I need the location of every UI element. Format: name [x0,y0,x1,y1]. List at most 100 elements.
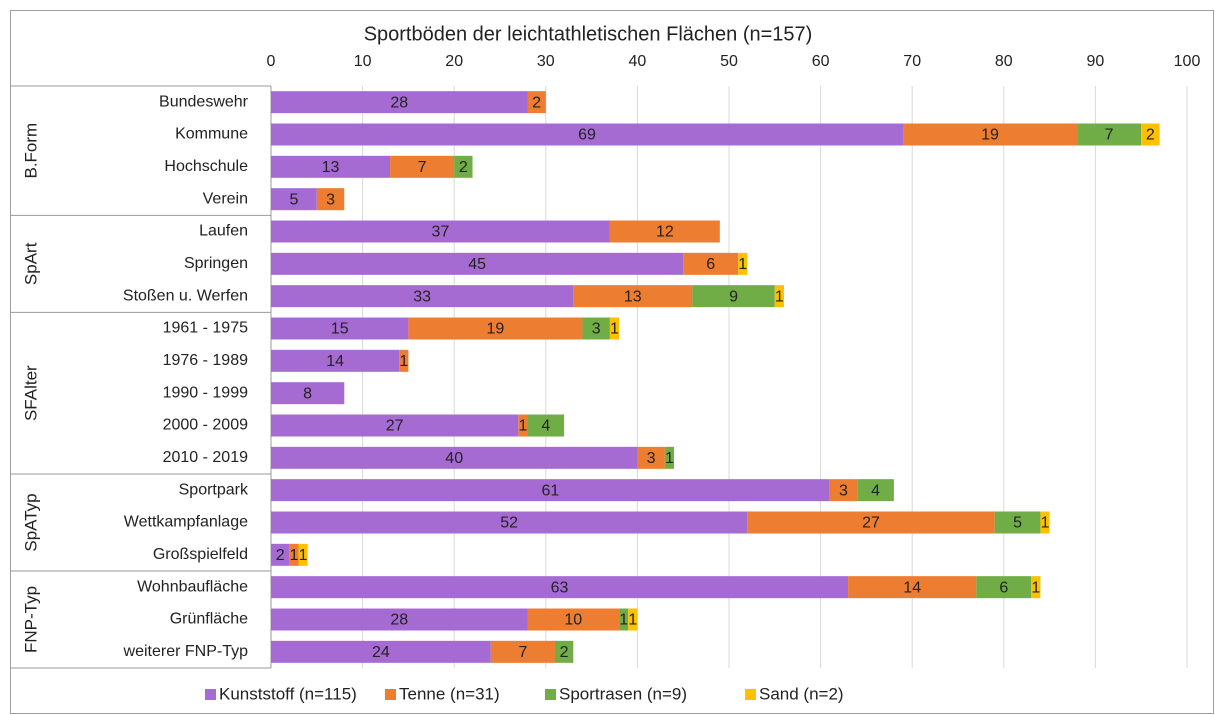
bar-segment [271,123,904,146]
data-label: 1 [1031,579,1040,596]
bar-segment [738,252,748,275]
bar-segment [271,349,400,372]
data-label: 1 [299,547,308,564]
y-tick-label: Bundeswehr [159,93,249,110]
x-tick-label: 50 [720,53,738,70]
data-label: 7 [418,159,427,176]
bar-segment [271,155,391,178]
y-tick-label: Stoßen u. Werfen [123,287,248,304]
bar-segment [490,640,555,663]
data-label: 10 [564,612,582,629]
bar-segment [271,608,528,631]
bar-segment [271,640,491,663]
bar-segment [637,446,665,469]
data-label: 5 [289,191,298,208]
data-label: 2 [459,159,468,176]
data-label: 2 [560,644,569,661]
bar-segment [857,479,894,502]
data-label: 9 [729,288,738,305]
bar-segment [554,640,574,663]
data-label: 28 [390,612,408,629]
y-tick-label: 1961 - 1975 [163,320,249,337]
x-tick-label: 80 [995,53,1013,70]
data-label: 33 [413,288,431,305]
group-label: B.Form [21,123,40,179]
legend-swatch [385,689,396,700]
x-tick-label: 60 [812,53,830,70]
data-label: 4 [541,418,550,435]
bar-segment [316,188,345,211]
y-tick-label: 2000 - 2009 [163,417,249,434]
bar-segment [1031,576,1041,599]
data-label: 1 [610,321,619,338]
group-label: FNP-Typ [21,586,40,653]
bar-segment [271,414,519,437]
legend-swatch [545,689,556,700]
bar-segment [271,317,409,340]
y-tick-label: Wohnbaufläche [137,578,248,595]
group-label: SpArt [21,242,40,285]
chart-title: Sportböden der leichtathletischen Fläche… [364,23,813,45]
data-label: 45 [468,256,486,273]
data-label: 13 [624,288,642,305]
data-label: 1 [775,288,784,305]
y-tick-label: 1990 - 1999 [163,384,249,401]
data-label: 37 [432,224,450,241]
data-label: 5 [1013,515,1022,532]
x-tick-label: 100 [1174,53,1201,70]
data-label: 2 [1146,127,1155,144]
legend-swatch [205,689,216,700]
bar-segment [527,414,565,437]
data-label: 1 [619,612,628,629]
data-label: 3 [647,450,656,467]
bar-segment [774,285,784,308]
bar-segment [271,91,528,114]
data-label: 24 [372,644,390,661]
x-tick-label: 70 [903,53,921,70]
bar-segment [454,155,473,178]
y-tick-label: Hochschule [164,158,248,175]
bar-segment [271,285,574,308]
data-label: 2 [276,547,285,564]
x-tick-label: 20 [445,53,463,70]
bar-segment [390,155,455,178]
y-tick-label: Grünfläche [170,611,248,628]
bar-segment [399,349,409,372]
legend-swatch [745,689,756,700]
data-label: 7 [1105,127,1114,144]
data-label: 7 [518,644,527,661]
data-label: 27 [862,515,880,532]
data-label: 4 [871,482,880,499]
data-label: 3 [839,482,848,499]
data-label: 27 [386,418,404,435]
legend-label: Sand (n=2) [759,684,844,703]
y-tick-label: 2010 - 2019 [163,449,249,466]
bar-segment [573,285,693,308]
data-label: 28 [390,94,408,111]
y-tick-label: Großspielfeld [153,546,248,563]
legend-label: Kunststoff (n=115) [219,684,357,703]
data-label: 6 [706,256,715,273]
y-tick-label: Wettkampfanlage [124,514,248,531]
data-label: 63 [551,579,569,596]
y-tick-label: Verein [203,190,248,207]
bar-segment [619,608,629,631]
group-label: SFAlter [21,365,40,421]
data-label: 3 [326,191,335,208]
bar-segment [527,91,546,114]
bar-segment [582,317,610,340]
bar-segment [298,543,308,566]
bar-segment [692,285,775,308]
group-label: SpATyp [21,493,40,551]
data-label: 3 [592,321,601,338]
y-tick-label: weiterer FNP-Typ [123,643,249,660]
y-tick-label: Springen [184,255,248,272]
data-label: 14 [326,353,344,370]
bar-segment [271,252,684,275]
legend-label: Sportrasen (n=9) [559,684,687,703]
bar-segment [289,543,299,566]
bar-segment [994,511,1041,534]
y-tick-label: Sportpark [179,481,249,498]
bar-segment [527,608,620,631]
